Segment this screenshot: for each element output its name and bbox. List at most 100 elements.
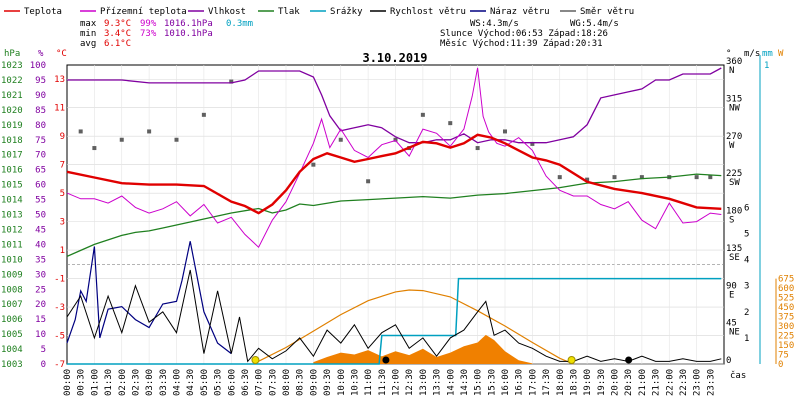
pct-tick-label: 55: [35, 196, 46, 206]
time-tick-label: 20:30: [624, 369, 634, 396]
dir-tick-label: 225: [726, 169, 742, 179]
wind-direction-point: [393, 137, 398, 142]
stats-avg-label: avg: [80, 39, 96, 49]
dir-compass-label: S: [729, 216, 734, 226]
pct-tick-label: 25: [35, 285, 46, 295]
chart-title: 3.10.2019: [362, 51, 427, 65]
hpa-tick-label: 1009: [1, 270, 23, 280]
temperature-line: [66, 133, 722, 215]
time-tick-label: 15:00: [474, 369, 484, 396]
pct-tick-label: 30: [35, 270, 46, 280]
time-tick-label: 10:00: [337, 369, 347, 396]
time-tick-label: 09:00: [309, 369, 319, 396]
pct-tick-label: 5: [41, 345, 46, 355]
legend-label-rain: Srážky: [330, 7, 363, 17]
time-tick-label: 07:30: [268, 369, 278, 396]
wind-direction-point: [708, 175, 713, 180]
stats-avg-temp: 6.1°C: [104, 39, 131, 49]
temp-tick-label: 9: [60, 132, 65, 142]
time-tick-label: 04:00: [173, 369, 183, 396]
wm2-tick-label: 375: [778, 313, 794, 323]
pct-tick-label: 85: [35, 106, 46, 116]
legend-label-wind-speed: Rychlost větru: [390, 7, 466, 17]
time-axis-ticks: 00:00 00:30 01:00 01:30 02:00 02:30 03:00 03:30…: [63, 369, 716, 396]
time-tick-label: 22:00: [665, 369, 675, 396]
axis-unit-wm2: W: [778, 49, 784, 59]
legend-label-humidity: Vlhkost: [208, 7, 246, 17]
wind-direction-point: [448, 121, 453, 126]
wind-direction-point: [174, 137, 179, 142]
time-tick-label: 08:30: [296, 369, 306, 396]
axis-time-label: čas: [730, 370, 746, 381]
wind-direction-point: [311, 162, 316, 167]
wind-direction-point: [639, 175, 644, 180]
time-tick-label: 03:30: [159, 369, 169, 396]
pct-tick-label: 15: [35, 315, 46, 325]
wind-direction-point: [338, 137, 343, 142]
time-tick-label: 04:30: [186, 369, 196, 396]
stats-min-temp: 3.4°C: [104, 29, 131, 39]
axis-unit-ms: m/s: [744, 49, 760, 59]
time-tick-label: 13:00: [419, 369, 429, 396]
time-tick-label: 22:30: [679, 369, 689, 396]
stats-wg: WG:5.4m/s: [570, 19, 619, 29]
time-tick-label: 02:00: [118, 369, 128, 396]
time-tick-label: 21:00: [638, 369, 648, 396]
pct-tick-label: 95: [35, 76, 46, 86]
wind-direction-point: [92, 146, 97, 151]
stats-min-press: 1010.1hPa: [164, 29, 213, 39]
legend-label-wind-gust: Náraz větru: [490, 7, 550, 17]
time-tick-label: 19:00: [583, 369, 593, 396]
hpa-tick-label: 1013: [1, 211, 23, 221]
ms-tick-label: 1: [744, 334, 749, 344]
stats-sun: Slunce Východ:06:53 Západ:18:26: [440, 29, 608, 39]
time-tick-label: 12:00: [392, 369, 402, 396]
hpa-tick-label: 1022: [1, 76, 23, 86]
wind-direction-point: [557, 175, 562, 180]
temp-tick-label: -7: [54, 360, 65, 370]
time-tick-label: 19:30: [597, 369, 607, 396]
time-tick-label: 02:30: [131, 369, 141, 396]
hpa-tick-label: 1007: [1, 300, 23, 310]
wind-direction-point: [694, 175, 699, 180]
temp-tick-label: 5: [60, 189, 65, 199]
hpa-tick-label: 1020: [1, 106, 23, 116]
stats-max-press: 1016.1hPa: [164, 19, 213, 29]
dir-compass-label: W: [729, 141, 735, 151]
axis-unit-dir: °: [726, 49, 731, 59]
pct-tick-label: 75: [35, 136, 46, 146]
stats-max-hum: 99%: [140, 19, 157, 29]
pct-tick-label: 35: [35, 255, 46, 265]
wind-direction-point: [147, 129, 152, 134]
humidity-line: [67, 67, 722, 144]
wind-direction-point: [612, 175, 617, 180]
ms-tick-label: 5: [744, 229, 749, 239]
plot-area: [66, 67, 722, 365]
stats-min-hum: 73%: [140, 29, 157, 39]
temp-tick-label: 3: [60, 218, 65, 228]
hpa-tick-label: 1011: [1, 240, 23, 250]
dir-tick-label: 45: [726, 319, 737, 329]
pct-tick-label: 40: [35, 240, 46, 250]
stats-moon: Měsíc Východ:11:39 Západ:20:31: [440, 39, 603, 49]
pct-tick-label: 90: [35, 91, 46, 101]
pct-tick-label: 80: [35, 121, 46, 131]
pct-tick-label: 45: [35, 225, 46, 235]
left-axis-ticks: 131197531-1-3-5-710231022102110201019101…: [1, 61, 65, 370]
axis-unit-mm: mm: [762, 49, 773, 59]
ms-tick-label: 2: [744, 308, 749, 318]
solar-curve: [252, 289, 574, 365]
pct-tick-label: 20: [35, 300, 46, 310]
wm2-tick-label: 300: [778, 322, 794, 332]
stats-max-temp: 9.3°C: [104, 19, 131, 29]
wind-direction-point: [585, 177, 590, 182]
hpa-tick-label: 1016: [1, 166, 23, 176]
temp-tick-label: -3: [54, 303, 65, 313]
wind-direction-point: [366, 179, 371, 184]
time-tick-label: 08:00: [282, 369, 292, 396]
hpa-tick-label: 1023: [1, 61, 23, 71]
hpa-tick-label: 1012: [1, 225, 23, 235]
time-tick-label: 23:00: [693, 369, 703, 396]
solar-measured-area: [313, 334, 533, 364]
time-tick-label: 11:30: [378, 369, 388, 396]
